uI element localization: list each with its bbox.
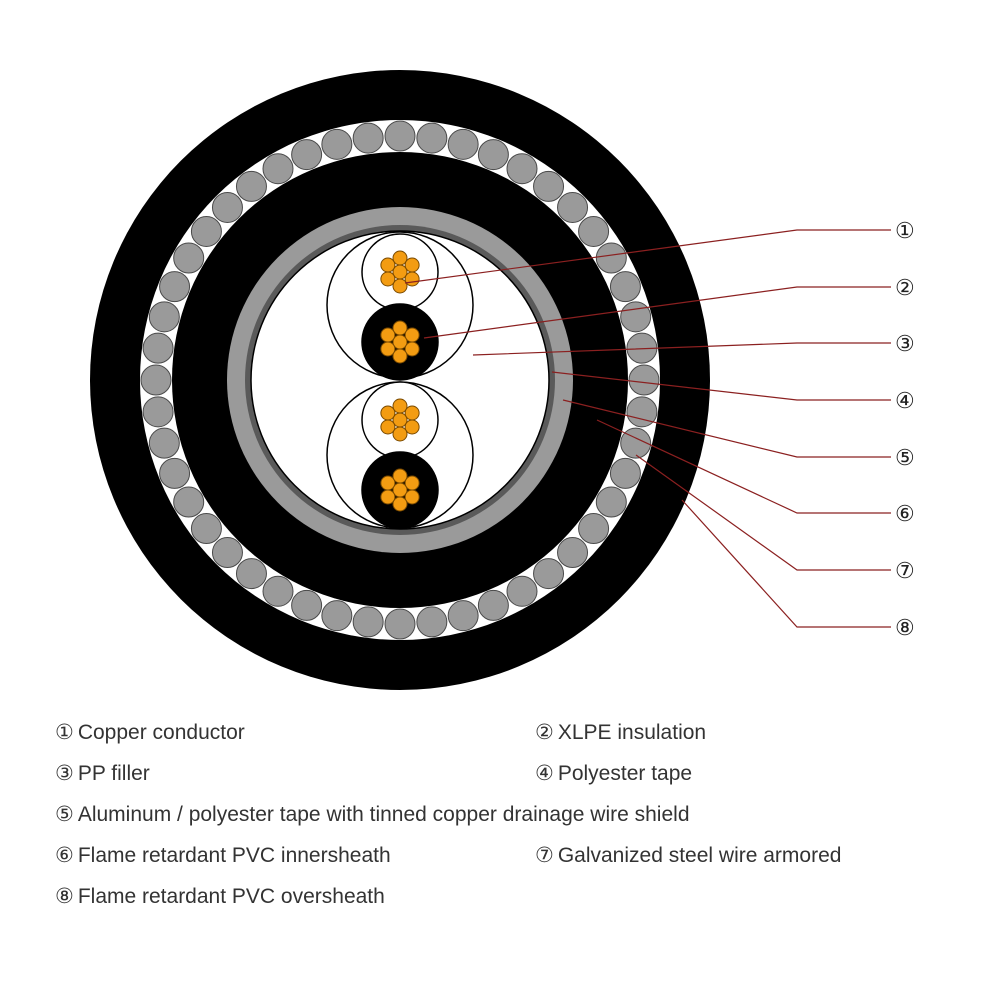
legend-item-num: ⑥ bbox=[55, 844, 74, 867]
legend-item-num: ⑧ bbox=[55, 885, 74, 908]
callout-label-8: ⑧ bbox=[895, 615, 915, 641]
legend-item: ⑥Flame retardant PVC innersheath bbox=[55, 843, 535, 868]
legend-row: ⑥Flame retardant PVC innersheath⑦Galvani… bbox=[55, 843, 955, 868]
legend-item-num: ④ bbox=[535, 762, 554, 785]
legend-item-text: Aluminum / polyester tape with tinned co… bbox=[78, 803, 690, 826]
legend: ①Copper conductor②XLPE insulation③PP fil… bbox=[55, 720, 955, 925]
legend-item: ②XLPE insulation bbox=[535, 720, 955, 745]
legend-item-text: Flame retardant PVC innersheath bbox=[78, 844, 391, 867]
legend-item-num: ③ bbox=[55, 762, 74, 785]
legend-item-num: ⑤ bbox=[55, 803, 74, 826]
legend-item-num: ⑦ bbox=[535, 844, 554, 867]
callout-label-3: ③ bbox=[895, 331, 915, 357]
legend-item: ⑤Aluminum / polyester tape with tinned c… bbox=[55, 802, 955, 827]
legend-item-text: XLPE insulation bbox=[558, 721, 706, 744]
legend-item-text: Polyester tape bbox=[558, 762, 692, 785]
legend-item-text: PP filler bbox=[78, 762, 150, 785]
callout-label-4: ④ bbox=[895, 388, 915, 414]
legend-row: ⑧Flame retardant PVC oversheath bbox=[55, 884, 955, 909]
legend-item: ④Polyester tape bbox=[535, 761, 955, 786]
legend-item-text: Copper conductor bbox=[78, 721, 245, 744]
legend-item: ③PP filler bbox=[55, 761, 535, 786]
legend-item: ⑧Flame retardant PVC oversheath bbox=[55, 884, 955, 909]
legend-item: ①Copper conductor bbox=[55, 720, 535, 745]
legend-row: ③PP filler④Polyester tape bbox=[55, 761, 955, 786]
legend-row: ①Copper conductor②XLPE insulation bbox=[55, 720, 955, 745]
callout-label-7: ⑦ bbox=[895, 558, 915, 584]
legend-row: ⑤Aluminum / polyester tape with tinned c… bbox=[55, 802, 955, 827]
callout-label-5: ⑤ bbox=[895, 445, 915, 471]
legend-item: ⑦Galvanized steel wire armored bbox=[535, 843, 955, 868]
legend-item-num: ① bbox=[55, 721, 74, 744]
legend-item-text: Flame retardant PVC oversheath bbox=[78, 885, 385, 908]
callout-label-1: ① bbox=[895, 218, 915, 244]
callout-label-6: ⑥ bbox=[895, 501, 915, 527]
callout-label-2: ② bbox=[895, 275, 915, 301]
legend-item-text: Galvanized steel wire armored bbox=[558, 844, 842, 867]
legend-item-num: ② bbox=[535, 721, 554, 744]
